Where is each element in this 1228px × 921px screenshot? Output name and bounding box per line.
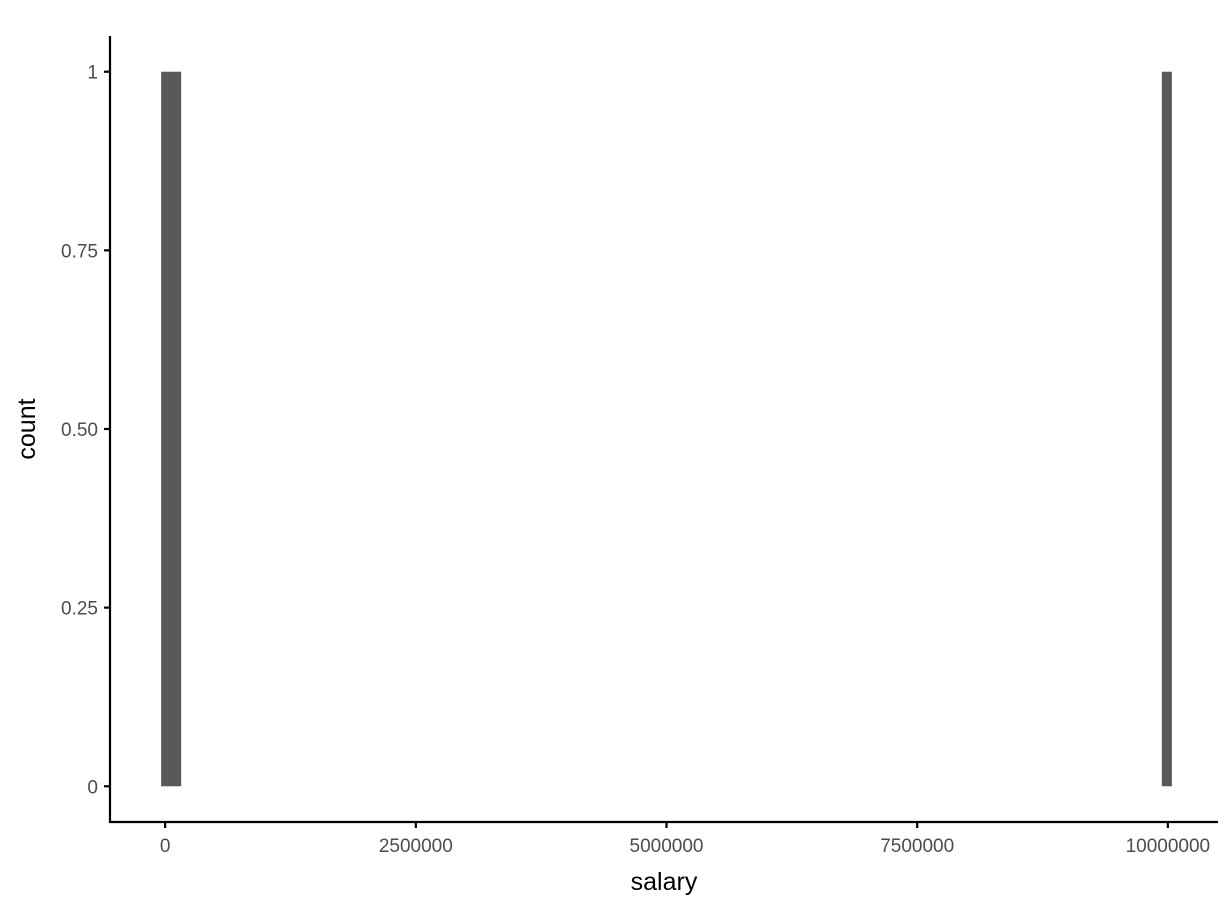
y-tick-label-3: 0.75: [61, 241, 98, 262]
x-axis-title: salary: [631, 868, 698, 896]
x-tick-label-1: 2500000: [379, 836, 453, 857]
y-axis-title: count: [13, 398, 41, 459]
x-tick-label-0: 0: [160, 836, 171, 857]
y-tick-label-2: 0.50: [61, 420, 98, 441]
y-axis-ticks: 0 0.25 0.50 0.75 1: [61, 63, 110, 798]
x-tick-label-2: 5000000: [630, 836, 704, 857]
x-axis-ticks: 0 2500000 5000000 7500000 10000000: [160, 822, 1210, 857]
histogram-bar-1: [1161, 71, 1172, 787]
x-tick-label-3: 7500000: [880, 836, 954, 857]
y-tick-label-0: 0: [87, 777, 98, 798]
x-tick-label-4: 10000000: [1126, 836, 1211, 857]
bars-layer: [161, 71, 1172, 787]
y-tick-label-4: 1: [87, 63, 98, 84]
histogram-bar-0: [161, 71, 182, 787]
y-tick-label-1: 0.25: [61, 599, 98, 620]
